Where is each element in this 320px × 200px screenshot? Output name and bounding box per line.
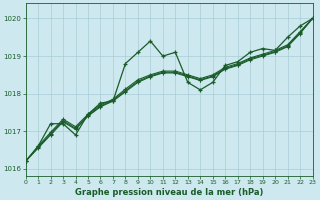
X-axis label: Graphe pression niveau de la mer (hPa): Graphe pression niveau de la mer (hPa) xyxy=(75,188,263,197)
